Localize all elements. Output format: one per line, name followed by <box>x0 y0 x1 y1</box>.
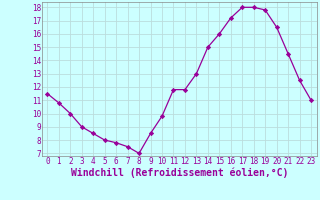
X-axis label: Windchill (Refroidissement éolien,°C): Windchill (Refroidissement éolien,°C) <box>70 167 288 178</box>
